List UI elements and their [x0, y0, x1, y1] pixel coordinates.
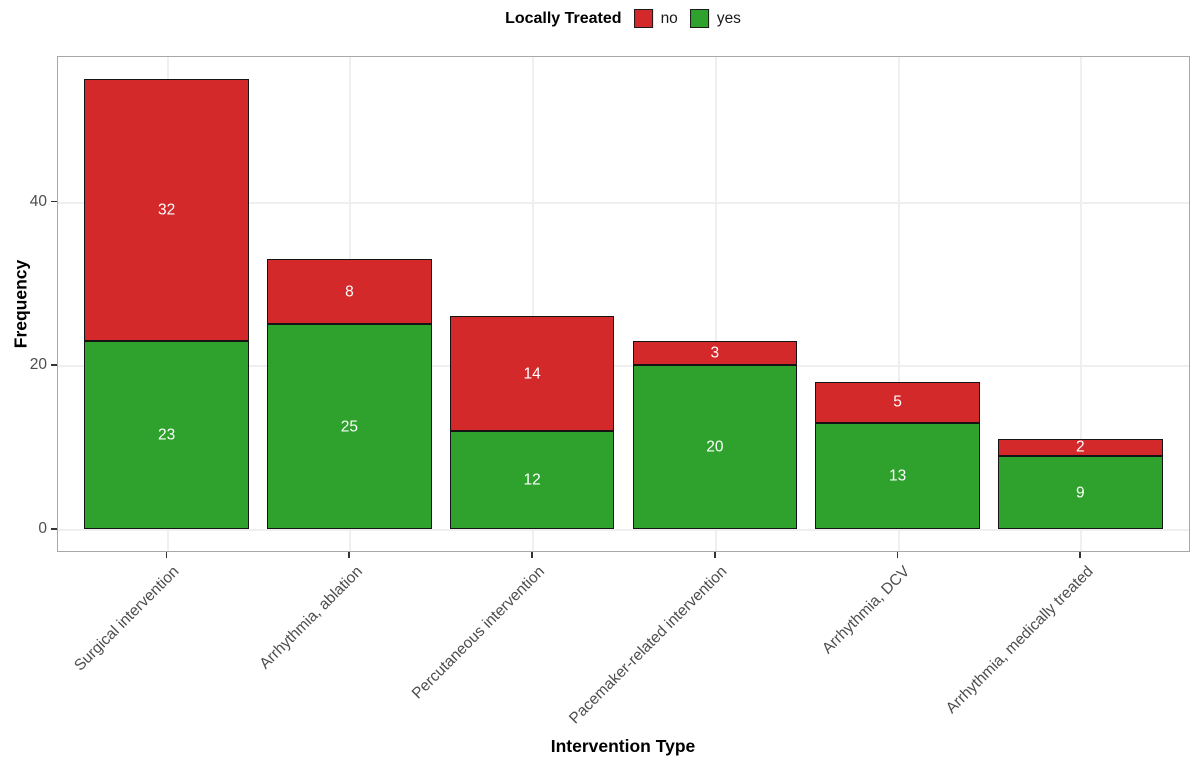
bar-value-label: 13 — [888, 467, 907, 485]
bar-value-label: 20 — [706, 438, 724, 456]
x-tick-label: Arrhythmia, medically treated — [942, 563, 1097, 717]
x-tick — [896, 552, 899, 558]
bar-value-label: 3 — [710, 344, 720, 362]
legend-entry-no: no — [633, 9, 678, 28]
x-gridline — [1080, 57, 1083, 551]
y-tick-label: 0 — [38, 520, 47, 538]
legend-label-no: no — [660, 9, 678, 27]
x-gridline — [532, 57, 535, 551]
bar-value-label: 9 — [1076, 483, 1085, 501]
bar-segment-no — [267, 258, 432, 325]
y-gridline — [58, 201, 1189, 204]
x-tick-label: Surgical intervention — [71, 563, 183, 675]
x-tick — [531, 552, 533, 558]
bar-segment-no — [815, 381, 980, 423]
bar-value-label: 23 — [158, 426, 176, 444]
bar-segment-yes — [267, 324, 432, 530]
y-tick — [51, 364, 57, 367]
y-tick-label: 20 — [29, 356, 47, 374]
y-tick — [51, 200, 57, 203]
bar-segment-no — [998, 439, 1163, 456]
y-axis-title: Frequency — [10, 259, 31, 349]
bar-segment-yes — [84, 340, 249, 530]
y-gridline — [58, 365, 1189, 368]
y-tick-label: 40 — [29, 192, 47, 210]
bar-segment-yes — [632, 365, 798, 530]
bar-segment-yes — [998, 455, 1163, 530]
x-gridline — [714, 57, 717, 551]
bar-value-label: 5 — [893, 393, 902, 411]
x-tick-label: Arrhythmia, DCV — [819, 563, 914, 658]
bar-value-label: 14 — [523, 364, 541, 382]
x-gridline — [897, 57, 900, 551]
bar-value-label: 8 — [345, 282, 354, 300]
x-tick-label: Arrhythmia, ablation — [255, 563, 366, 673]
bar-segment-no — [84, 78, 249, 341]
legend-label-yes: yes — [716, 9, 741, 27]
x-tick — [165, 552, 168, 558]
bar-segment-no — [449, 316, 615, 432]
legend-entry-yes: yes — [689, 9, 741, 28]
bar-value-label: 32 — [158, 200, 176, 218]
x-tick — [348, 552, 351, 558]
bar-value-label: 2 — [1076, 438, 1085, 456]
y-tick — [51, 528, 57, 531]
x-tick — [1079, 552, 1082, 558]
bar-value-label: 12 — [523, 471, 541, 489]
y-gridline — [58, 529, 1189, 532]
legend-swatch-yes-icon — [689, 9, 709, 28]
x-tick-label: Pacemaker-related intervention — [566, 563, 731, 728]
x-tick — [713, 552, 716, 558]
x-axis-title: Intervention Type — [550, 736, 696, 756]
legend-swatch-no-icon — [633, 9, 653, 28]
legend: Locally Treated no yes — [505, 9, 741, 28]
bar-value-label: 25 — [340, 418, 358, 436]
bar-segment-yes — [449, 431, 615, 530]
x-tick-label: Percutaneous intervention — [408, 563, 549, 703]
bar-segment-no — [632, 340, 798, 366]
legend-title: Locally Treated — [505, 9, 622, 27]
bar-segment-yes — [815, 422, 980, 530]
